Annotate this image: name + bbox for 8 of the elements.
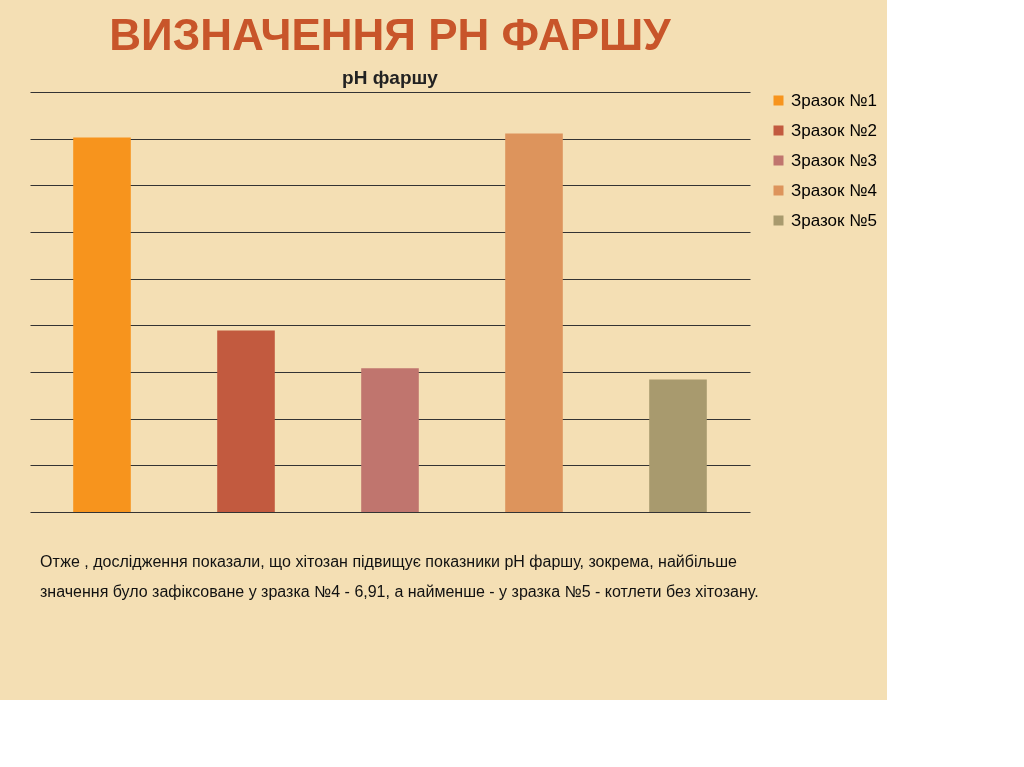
chart-title: ВИЗНАЧЕННЯ PH ФАРШУ bbox=[109, 10, 672, 59]
legend-label: Зразок №5 bbox=[791, 210, 877, 230]
chart-subtitle: pH фаршу bbox=[342, 67, 439, 88]
text: Отже , дослідження показали, що хітозан підвищує показники pH фаршу, зокрема, найбільше значення було зафіксоване у зразка №4 - 6,91, а найменше - у зразка №5 - котлети без хітозану. bbox=[40, 553, 759, 600]
legend-label: Зразок №4 bbox=[791, 180, 877, 200]
legend-label: Зразок №1 bbox=[791, 90, 877, 110]
legend-label: Зразок №2 bbox=[791, 120, 877, 140]
legend-label: Зразок №3 bbox=[791, 150, 877, 170]
